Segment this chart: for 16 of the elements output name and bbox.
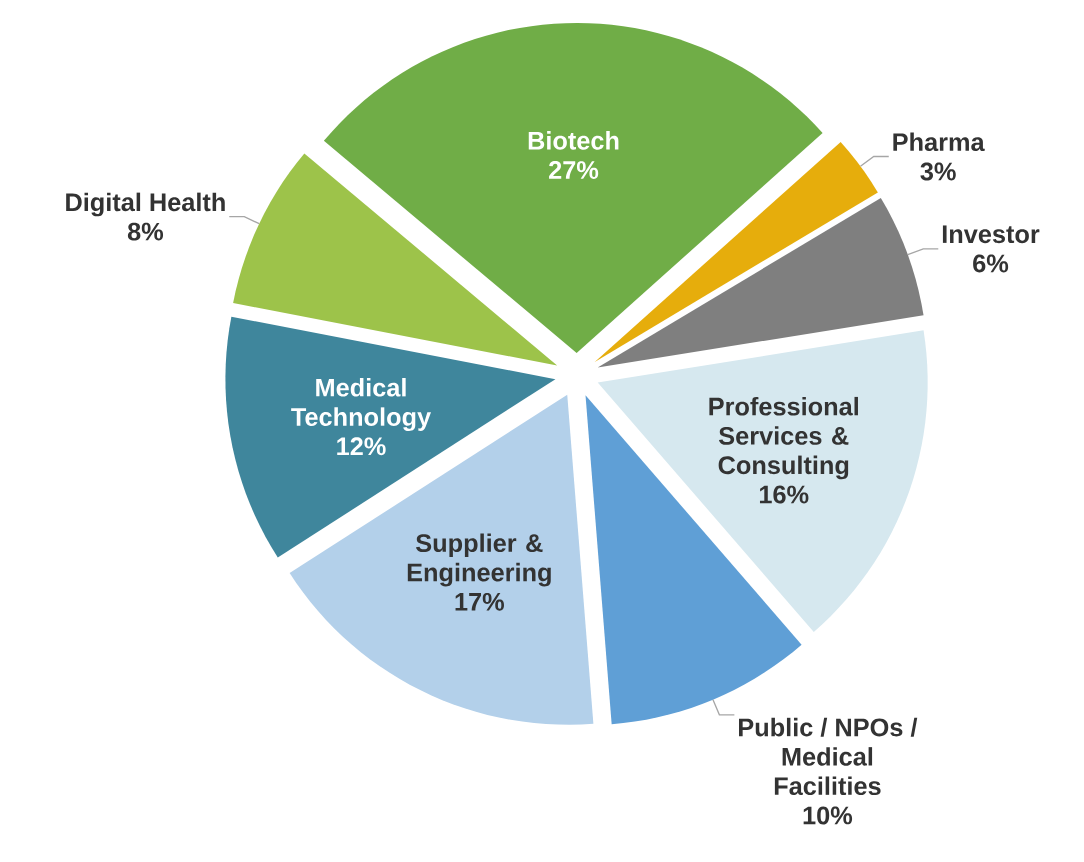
data-label: 3% (920, 162, 956, 181)
slice-label: Digital Health (66, 192, 225, 217)
data-label: 27% (549, 161, 599, 179)
slice-label: Supplier & Engineering (407, 533, 551, 587)
slice-label: Professional Services & Consulting (709, 396, 858, 480)
slice-label: Pharma (893, 132, 985, 152)
data-label: 16% (759, 485, 809, 504)
slice-label: Medical Technology (291, 378, 432, 432)
data-label: 12% (337, 437, 386, 456)
data-label: 17% (455, 592, 504, 611)
data-label: 8% (127, 222, 164, 241)
slice-label: Investor (942, 225, 1040, 244)
data-label: 10% (803, 806, 853, 825)
slice-label: Public / NPOs / Medical Facilities (739, 717, 918, 796)
slice-label: Biotech (528, 131, 619, 150)
data-label: 6% (973, 254, 1009, 273)
